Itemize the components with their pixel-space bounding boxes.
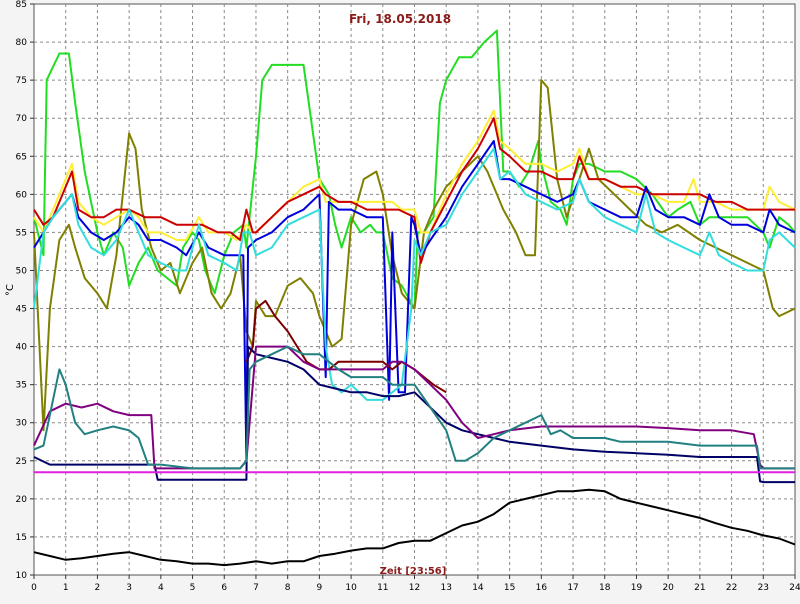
x-tick-label: 17 <box>567 583 578 593</box>
x-tick-label: 11 <box>377 583 388 593</box>
tick-labels: 0 1 2 3 4 5 6 7 8 9 10 11 12 13 14 15 16 17 18 19 20 21 22 23 24… <box>16 0 800 593</box>
y-tick-label: 85 <box>16 0 27 10</box>
x-tick-label: 15 <box>504 583 515 593</box>
x-tick-label: 2 <box>95 583 101 593</box>
series-line-5 <box>33 140 796 462</box>
x-tick-label: 7 <box>253 583 259 593</box>
series-line-6 <box>33 147 796 401</box>
y-tick-label: 55 <box>16 228 27 238</box>
chart-title: Fri, 18.05.2018 <box>349 12 451 26</box>
y-tick-label: 20 <box>16 495 28 505</box>
series-line-12 <box>33 488 796 567</box>
grid <box>34 4 795 575</box>
x-tick-label: 18 <box>599 583 611 593</box>
y-tick-label: 50 <box>16 266 28 276</box>
x-tick-label: 12 <box>409 583 420 593</box>
y-tick-label: 80 <box>16 38 28 48</box>
y-tick-label: 25 <box>16 457 27 467</box>
y-tick-label: 10 <box>16 571 28 581</box>
x-tick-label: 6 <box>221 583 227 593</box>
x-tick-label: 5 <box>190 583 196 593</box>
series-line-4 <box>33 117 795 264</box>
y-axis-label: °C <box>5 284 16 296</box>
y-tick-label: 15 <box>16 533 27 543</box>
x-tick-label: 14 <box>472 583 484 593</box>
y-tick-label: 75 <box>16 76 27 86</box>
x-tick-label: 23 <box>758 583 769 593</box>
y-tick-label: 45 <box>16 305 27 315</box>
x-tick-label: 22 <box>726 583 737 593</box>
y-tick-label: 35 <box>16 381 27 391</box>
x-tick-label: 19 <box>631 583 643 593</box>
series-line-8 <box>33 345 795 484</box>
x-tick-label: 10 <box>345 583 357 593</box>
x-axis-label: Zeit [23:56] <box>380 566 447 577</box>
y-tick-label: 30 <box>16 419 28 429</box>
series-line-3 <box>33 109 796 241</box>
series-line-10 <box>33 345 795 470</box>
x-tick-label: 9 <box>317 583 323 593</box>
x-tick-label: 8 <box>285 583 291 593</box>
x-tick-label: 16 <box>536 583 548 593</box>
x-tick-label: 20 <box>662 583 674 593</box>
x-tick-label: 0 <box>31 583 37 593</box>
x-tick-label: 4 <box>158 583 164 593</box>
series-line-9 <box>33 345 795 470</box>
series-lines <box>33 29 796 567</box>
x-tick-label: 24 <box>789 583 800 593</box>
x-tick-label: 21 <box>694 583 705 593</box>
x-tick-label: 3 <box>126 583 132 593</box>
y-tick-label: 60 <box>16 190 28 200</box>
x-tick-label: 13 <box>440 583 451 593</box>
y-tick-label: 40 <box>16 343 28 353</box>
y-tick-label: 70 <box>16 114 28 124</box>
y-tick-label: 65 <box>16 152 27 162</box>
x-tick-label: 1 <box>63 583 69 593</box>
